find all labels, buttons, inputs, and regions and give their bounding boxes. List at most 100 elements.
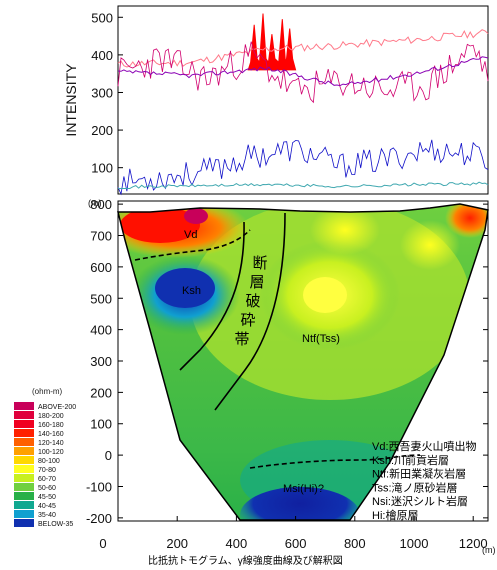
- tomogram-x-tick-label: 800: [344, 536, 366, 551]
- intensity-ylabel: INTENSITY: [63, 63, 79, 137]
- tomogram-x-tick-label: 1000: [400, 536, 429, 551]
- figure-caption: 比抵抗トモグラム、γ線強度曲線及び解釈図: [148, 554, 343, 567]
- tomogram-y-tick-label: 500: [90, 291, 112, 306]
- intensity-y-tick-label: 500: [91, 10, 113, 25]
- colorbar-label: 35-40: [38, 512, 56, 519]
- fault-zone-label-char: 砕: [240, 312, 255, 329]
- colorbar-label: 180-200: [38, 413, 64, 420]
- intensity-plot-area: [117, 5, 489, 195]
- tomogram-y-unit: (m): [88, 198, 102, 208]
- tomogram-x-tick-label: 0: [99, 536, 106, 551]
- intensity-panel: INTENSITY 100 200 300 400 500: [63, 5, 489, 196]
- unit-label-vd: Vd: [184, 229, 197, 241]
- tomogram-x-tick-label: 1200: [459, 536, 488, 551]
- section-ksh-blue-core: [155, 268, 215, 308]
- geology-key: Vd:西吾妻火山噴出物Ksh:川前貢岩層Ntf:新田業凝灰岩層Tss:滝ノ原砂岩…: [372, 439, 477, 522]
- tomogram-panel: (m) (m): [86, 197, 496, 555]
- geology-key-entry: Vd:西吾妻火山噴出物: [372, 439, 477, 453]
- section-vd-magenta: [184, 208, 208, 224]
- fault-zone-label-char: 層: [249, 274, 264, 291]
- tomogram-x-tick-label: 200: [166, 536, 188, 551]
- intensity-y-tick-label: 400: [91, 48, 113, 63]
- intensity-series: [117, 29, 489, 196]
- intensity-series-line: [117, 56, 489, 87]
- section-yellow-core: [303, 277, 347, 313]
- section-yellow-upper: [310, 205, 380, 255]
- colorbar-label: ABOVE-200: [38, 404, 76, 411]
- geology-key-entry: Nsi:迷沢シルト岩層: [372, 494, 468, 508]
- colorbar-swatch: [14, 501, 34, 509]
- colorbar-entries: ABOVE-200 180-200 160-180 140-160 120-140 100…: [14, 402, 76, 528]
- tomogram-y-tick-label: 400: [90, 323, 112, 338]
- intensity-series-line: [117, 181, 489, 190]
- tomogram-x-tick-label: 400: [226, 536, 248, 551]
- tomogram-x-unit: (m): [482, 545, 496, 555]
- fault-zone-label: 断層破砕帯: [234, 255, 267, 348]
- lower-unit-boundary: [249, 454, 421, 469]
- tomogram-y-tick-label: 700: [90, 229, 112, 244]
- colorbar-swatch: [14, 429, 34, 437]
- tomogram-y-tick-label: 300: [90, 354, 112, 369]
- tomogram-y-tick-label: 600: [90, 260, 112, 275]
- fault-zone-right-line: [214, 212, 286, 411]
- colorbar-swatch: [14, 411, 34, 419]
- tomogram-x-ticks: 0 200 400 600 800 1000 1200: [99, 516, 488, 551]
- section-vd-red-core: [120, 207, 200, 243]
- vd-ksh-boundary: [134, 229, 251, 261]
- tomogram-y-tick-label: 0: [105, 448, 112, 463]
- geology-key-entry: Hi:檜原層: [372, 508, 418, 522]
- fault-zone-label-char: 破: [245, 293, 260, 310]
- tomogram-y-tick-label: -100: [86, 479, 112, 494]
- fault-zone-label-char: 帯: [234, 331, 249, 348]
- colorbar-swatch: [14, 492, 34, 500]
- colorbar-label: 160-180: [38, 422, 64, 429]
- intensity-series-line: [117, 41, 489, 104]
- colorbar-swatch: [14, 474, 34, 482]
- colorbar-label: 120-140: [38, 440, 64, 447]
- colorbar-swatch: [14, 456, 34, 464]
- tomogram-y-tick-label: 800: [90, 197, 112, 212]
- intensity-y-ticks: 100 200 300 400 500: [91, 10, 123, 176]
- unit-label-ksh: Ksh: [182, 285, 201, 297]
- tomogram-x-tick-label: 600: [285, 536, 307, 551]
- colorbar-swatch: [14, 438, 34, 446]
- colorbar-swatch: [14, 420, 34, 428]
- colorbar-label: 60-70: [38, 476, 56, 483]
- colorbar-label: BELOW-35: [38, 521, 73, 528]
- unit-label-ntf: Ntf(Tss): [302, 333, 340, 345]
- colorbar-swatch: [14, 465, 34, 473]
- geology-key-entry: Ksh:川前貢岩層: [372, 453, 449, 467]
- intensity-red-fill: [247, 13, 297, 71]
- intensity-series-line: [117, 139, 489, 196]
- tomogram-y-tick-label: 200: [90, 385, 112, 400]
- tomogram-y-tick-label: 100: [90, 417, 112, 432]
- colorbar-label: 40-45: [38, 503, 56, 510]
- colorbar-swatch: [14, 519, 34, 527]
- intensity-y-tick-label: 300: [91, 85, 113, 100]
- unit-label-msi: Msi(Hi)?: [283, 483, 324, 495]
- geology-key-entry: Tss:滝ノ原砂岩層: [372, 480, 458, 494]
- colorbar-title: (ohm-m): [32, 387, 63, 396]
- colorbar-swatch: [14, 402, 34, 410]
- intensity-series-line: [117, 29, 489, 68]
- geology-key-entry: Ntf:新田業凝灰岩層: [372, 467, 466, 481]
- colorbar-label: 70-80: [38, 467, 56, 474]
- colorbar-swatch: [14, 483, 34, 491]
- colorbar-label: 140-160: [38, 431, 64, 438]
- colorbar-swatch: [14, 510, 34, 518]
- colorbar-label: 80-100: [38, 458, 60, 465]
- intensity-y-tick-label: 200: [91, 123, 113, 138]
- tomogram-y-tick-label: -200: [86, 511, 112, 526]
- colorbar-label: 100-120: [38, 449, 64, 456]
- colorbar-swatch: [14, 447, 34, 455]
- tomogram-y-ticks: 800 700 600 500 400 300 200 100 0 -100 -200: [86, 197, 488, 526]
- colorbar-label: 45-50: [38, 494, 56, 501]
- colorbar-label: 50-60: [38, 485, 56, 492]
- resistivity-colorbar: (ohm-m) ABOVE-200 180-200 160-180 140-160 12…: [14, 387, 76, 528]
- fault-zone-label-char: 断: [252, 255, 267, 272]
- section-right-yellow: [400, 220, 460, 270]
- section-deep-blue: [240, 487, 360, 520]
- section-outline: [117, 203, 489, 521]
- fault-zone-left-line: [179, 221, 245, 371]
